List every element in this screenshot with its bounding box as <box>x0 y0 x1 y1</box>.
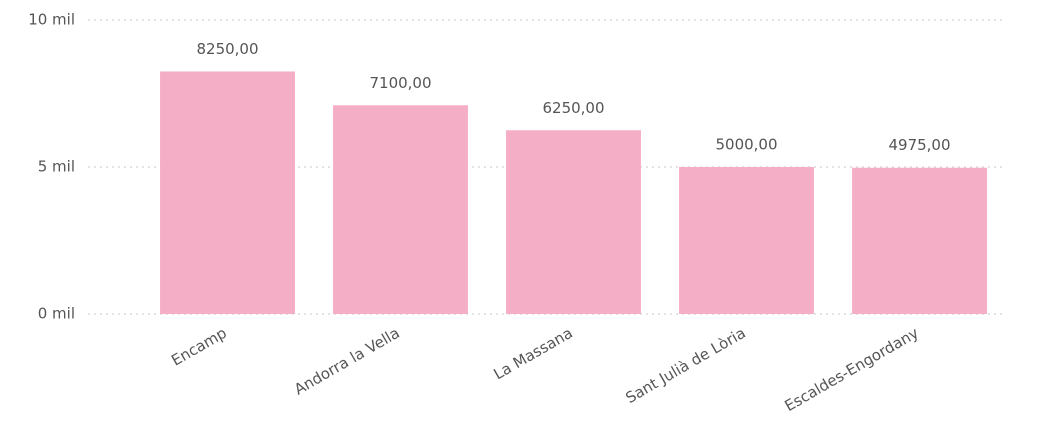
data-label: 5000,00 <box>715 136 777 154</box>
x-tick-label: Escaldes-Engordany <box>781 324 921 415</box>
x-tick-label: Andorra la Vella <box>291 324 403 399</box>
y-tick-label: 10 mil <box>28 11 75 29</box>
data-label: 4975,00 <box>888 136 950 154</box>
data-label: 7100,00 <box>369 74 431 92</box>
x-tick-label: Sant Julià de Lòria <box>622 324 748 407</box>
data-label: 8250,00 <box>196 40 258 58</box>
bar <box>679 167 814 314</box>
data-label: 6250,00 <box>542 99 604 117</box>
bar <box>333 105 468 314</box>
bar <box>160 71 295 314</box>
bar <box>852 167 987 314</box>
x-tick-label: La Massana <box>491 324 576 384</box>
y-tick-label: 5 mil <box>38 158 75 176</box>
y-tick-label: 0 mil <box>38 305 75 323</box>
bar <box>506 130 641 314</box>
x-tick-label: Encamp <box>168 324 229 370</box>
